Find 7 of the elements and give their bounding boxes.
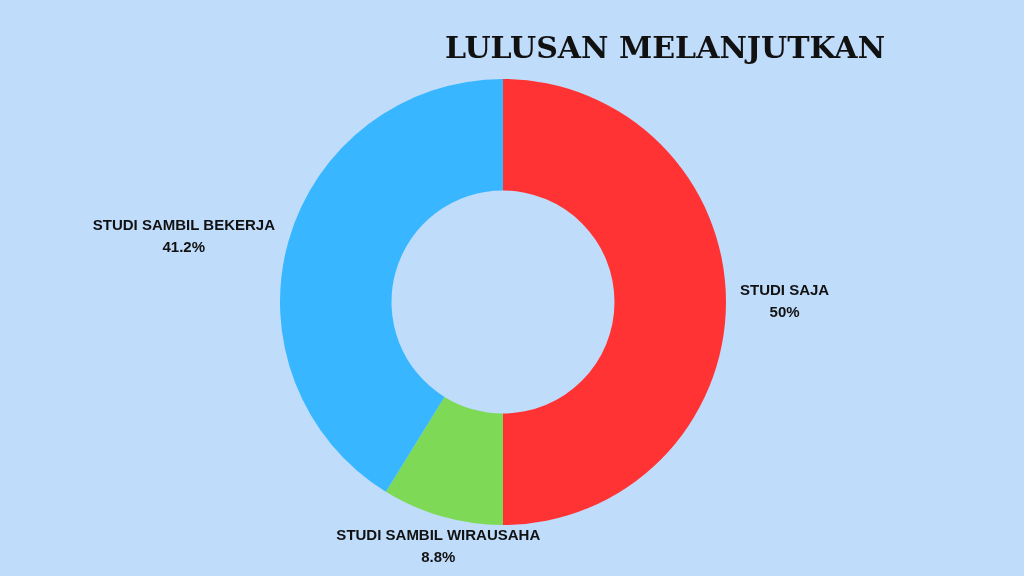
slice-label: STUDI SAJA [740,281,830,299]
slice-label: STUDI SAMBIL BEKERJA [92,216,276,234]
chart-title: LULUSAN MELANJUTKAN [444,29,886,65]
data-label: 50% [769,303,800,321]
data-label: 8.8% [421,548,456,566]
slice-label: STUDI SAMBIL WIRAUSAHA [336,526,541,544]
data-label: 41.2% [162,238,206,256]
